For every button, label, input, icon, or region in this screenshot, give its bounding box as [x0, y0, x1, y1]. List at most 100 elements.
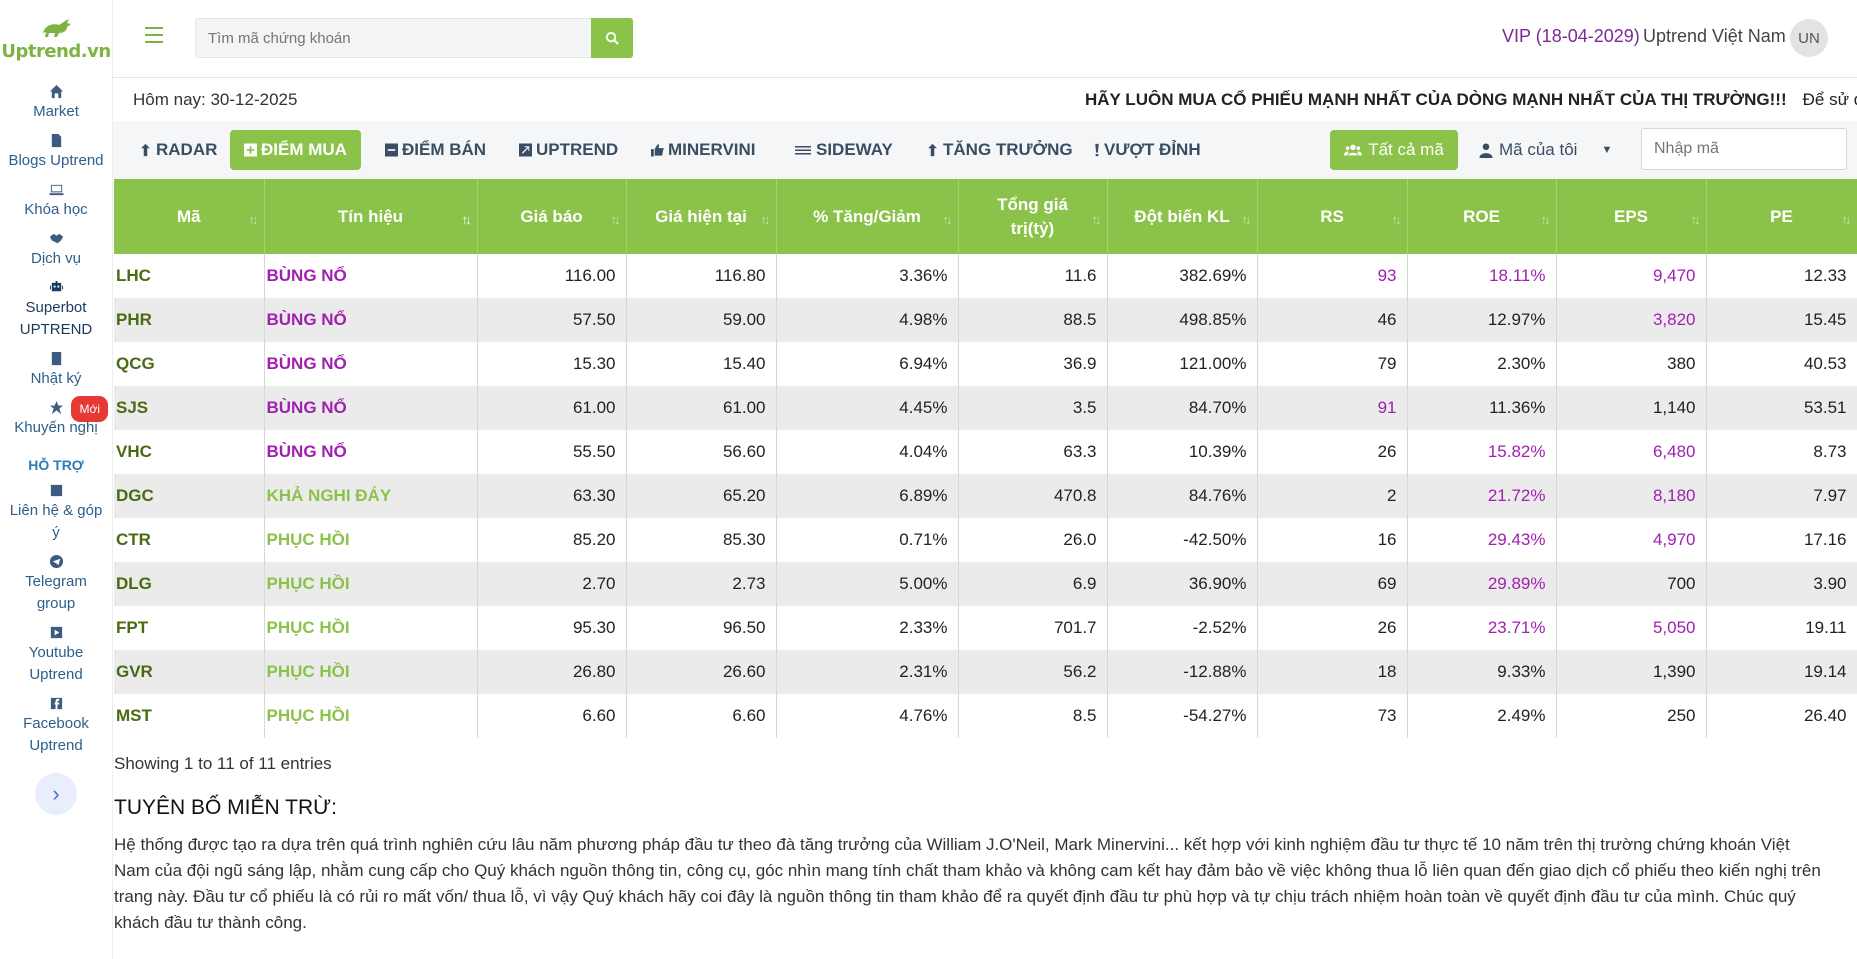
vol-spike-cell: 382.69% — [1107, 254, 1258, 298]
column-header[interactable]: EPS ↑↓ — [1556, 179, 1707, 254]
table-row[interactable]: VHC BÙNG NỔ 55.50 56.60 4.04% 63.3 10.39% 26 15.… — [114, 430, 1857, 474]
price-alert-cell: 6.60 — [477, 694, 627, 738]
stock-code[interactable]: PHR — [114, 298, 265, 342]
column-header[interactable]: Đột biến KL ↑↓ — [1107, 179, 1258, 254]
tab-sideway[interactable]: SIDEWAY — [792, 130, 895, 170]
stock-code[interactable]: LHC — [114, 254, 265, 298]
my-codes-dropdown[interactable]: Mã của tôi ▼ — [1479, 130, 1612, 170]
sidebar-expand-button[interactable]: › — [35, 773, 77, 815]
nav-facebook[interactable]: Facebook Uptrend — [0, 690, 112, 761]
home-icon — [49, 84, 63, 99]
waves-icon — [795, 146, 811, 155]
column-header[interactable]: RS ↑↓ — [1257, 179, 1408, 254]
table-row[interactable]: MST PHỤC HỒI 6.60 6.60 4.76% 8.5 -54.27% 73 2.49… — [114, 694, 1857, 738]
column-header[interactable]: Mã ↑↓ — [114, 179, 265, 254]
tab-label: MINERVINI — [668, 140, 756, 159]
logo[interactable]: Uptrend.vn — [0, 0, 112, 78]
nav-youtube[interactable]: Youtube Uptrend — [0, 619, 112, 690]
table-row[interactable]: DLG PHỤC HỒI 2.70 2.73 5.00% 6.9 36.90% 69 29.89… — [114, 562, 1857, 606]
stock-code[interactable]: CTR — [114, 518, 265, 562]
sort-icon: ↑↓ — [1241, 212, 1252, 227]
stock-code[interactable]: DGC — [114, 474, 265, 518]
table-row[interactable]: LHC BÙNG NỔ 116.00 116.80 3.36% 11.6 382.69% 93… — [114, 254, 1857, 298]
stock-code[interactable]: SJS — [114, 386, 265, 430]
stock-search-input[interactable] — [195, 18, 595, 58]
column-header-label: % Tăng/Giảm — [813, 206, 921, 226]
nav-telegram[interactable]: Telegram group — [0, 548, 112, 619]
column-header[interactable]: PE ↑↓ — [1706, 179, 1857, 254]
tab-label: VƯỢT ĐỈNH — [1104, 140, 1201, 159]
nav-superbot[interactable]: Superbot UPTREND — [0, 274, 112, 345]
rs-cell: 46 — [1257, 298, 1408, 342]
roe-cell: 21.72% — [1407, 474, 1557, 518]
column-header-label: PE — [1770, 206, 1793, 226]
all-codes-button[interactable]: Tất cả mã — [1330, 130, 1458, 170]
search-icon — [605, 31, 619, 45]
nav-label: Telegram group — [25, 573, 87, 612]
menu-toggle-icon[interactable] — [145, 27, 163, 43]
column-header[interactable]: % Tăng/Giảm ↑↓ — [776, 179, 959, 254]
table-row[interactable]: SJS BÙNG NỔ 61.00 61.00 4.45% 3.5 84.70% 91 11.3… — [114, 386, 1857, 430]
code-input[interactable] — [1641, 128, 1847, 170]
vol-spike-cell: -42.50% — [1107, 518, 1258, 562]
table-row[interactable]: CTR PHỤC HỒI 85.20 85.30 0.71% 26.0 -42.50% 16 2… — [114, 518, 1857, 562]
nav-courses[interactable]: Khóa học — [0, 176, 112, 225]
price-alert-cell: 116.00 — [477, 254, 627, 298]
table-row[interactable]: DGC KHẢ NGHI ĐÁY 63.30 65.20 6.89% 470.8 84.76… — [114, 474, 1857, 518]
price-now-cell: 26.60 — [626, 650, 777, 694]
change-cell: 6.94% — [776, 342, 959, 386]
rs-cell: 18 — [1257, 650, 1408, 694]
rs-cell: 16 — [1257, 518, 1408, 562]
stock-code[interactable]: GVR — [114, 650, 265, 694]
column-header-label: Mã — [176, 206, 201, 226]
nav-market[interactable]: Market — [0, 78, 112, 127]
eps-cell: 9,470 — [1556, 254, 1707, 298]
eps-cell: 3,820 — [1556, 298, 1707, 342]
nav-recommendations[interactable]: Mới Khuyến nghị — [0, 394, 112, 443]
stock-code[interactable]: VHC — [114, 430, 265, 474]
signal-cell: PHỤC HỒI — [264, 606, 478, 650]
tab-sell-point[interactable]: ĐIỂM BÁN — [383, 130, 488, 170]
tab-radar[interactable]: RADAR — [137, 130, 219, 170]
change-cell: 6.89% — [776, 474, 959, 518]
column-header[interactable]: Tổng giá trị(tỷ) ↑↓ — [958, 179, 1108, 254]
nav-diary[interactable]: Nhật ký — [0, 345, 112, 394]
filter-toolbar: RADAR ĐIỂM MUA ĐIỂM BÁN UPTREND MINERVIN… — [113, 121, 1857, 179]
tab-buy-point[interactable]: ĐIỂM MUA — [230, 130, 361, 170]
contact-icon — [50, 484, 62, 497]
tab-uptrend[interactable]: UPTREND — [517, 130, 620, 170]
tab-breakout[interactable]: VƯỢT ĐỈNH — [1092, 130, 1203, 170]
nav-label: Liên hệ & góp ý — [9, 502, 103, 541]
stock-code[interactable]: FPT — [114, 606, 265, 650]
tab-minervini[interactable]: MINERVINI — [649, 130, 758, 170]
search-button[interactable] — [591, 18, 633, 58]
nav-contact[interactable]: Liên hệ & góp ý — [0, 477, 112, 548]
stock-code[interactable]: QCG — [114, 342, 265, 386]
table-row[interactable]: GVR PHỤC HỒI 26.80 26.60 2.31% 56.2 -12.88% 18 9… — [114, 650, 1857, 694]
sort-icon: ↑↓ — [760, 212, 771, 227]
signal-table: Mã ↑↓ Tín hiệu ↑↓ Giá báo ↑↓ Giá hiện tại ↑↓% T… — [114, 179, 1857, 738]
column-header[interactable]: Giá báo ↑↓ — [477, 179, 627, 254]
user-name[interactable]: Uptrend Việt Nam — [1643, 26, 1786, 46]
nav-services[interactable]: Dịch vụ — [0, 225, 112, 274]
total-cell: 56.2 — [958, 650, 1108, 694]
vol-spike-cell: 84.70% — [1107, 386, 1258, 430]
roe-cell: 12.97% — [1407, 298, 1557, 342]
stock-code[interactable]: MST — [114, 694, 265, 738]
avatar[interactable]: UN — [1790, 19, 1828, 57]
table-row[interactable]: FPT PHỤC HỒI 95.30 96.50 2.33% 701.7 -2.52% 26 2… — [114, 606, 1857, 650]
column-header-label: RS — [1320, 206, 1344, 226]
table-row[interactable]: QCG BÙNG NỔ 15.30 15.40 6.94% 36.9 121.00% 79 2.… — [114, 342, 1857, 386]
signal-cell: BÙNG NỔ — [264, 298, 478, 342]
table-row[interactable]: PHR BÙNG NỔ 57.50 59.00 4.98% 88.5 498.85% 46 12… — [114, 298, 1857, 342]
total-cell: 3.5 — [958, 386, 1108, 430]
nav-blogs[interactable]: Blogs Uptrend — [0, 127, 112, 176]
rs-cell: 79 — [1257, 342, 1408, 386]
column-header[interactable]: Tín hiệu ↑↓ — [264, 179, 478, 254]
price-now-cell: 85.30 — [626, 518, 777, 562]
column-header[interactable]: Giá hiện tại ↑↓ — [626, 179, 777, 254]
tab-growth[interactable]: TĂNG TRƯỞNG — [924, 130, 1075, 170]
price-alert-cell: 15.30 — [477, 342, 627, 386]
stock-code[interactable]: DLG — [114, 562, 265, 606]
column-header[interactable]: ROE ↑↓ — [1407, 179, 1557, 254]
